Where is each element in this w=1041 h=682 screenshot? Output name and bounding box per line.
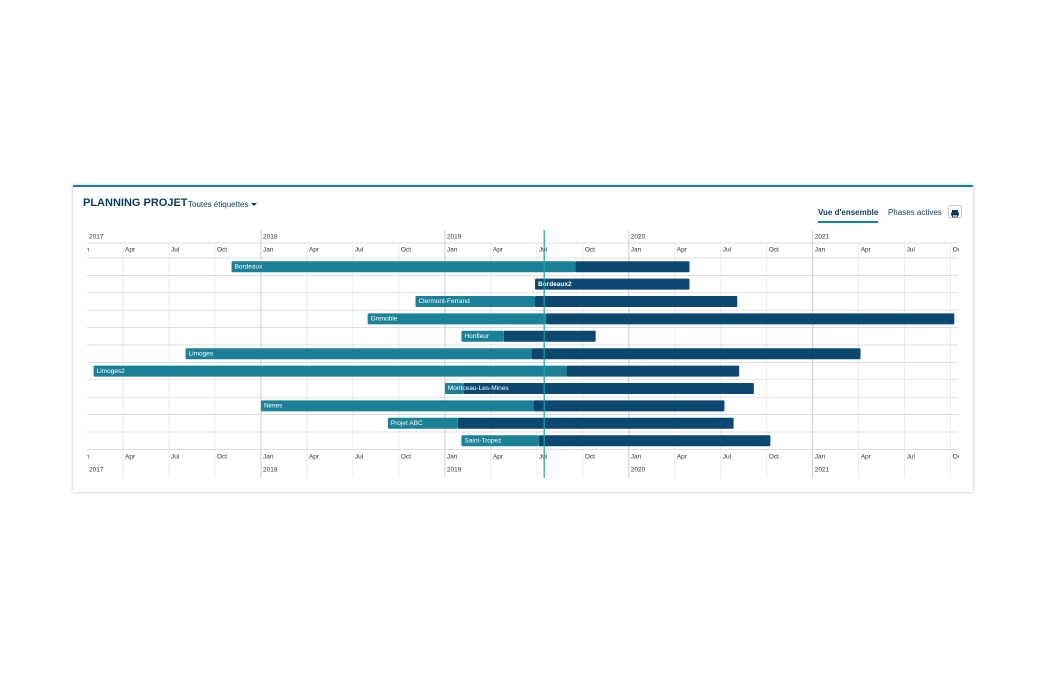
bar-label: Grenoble	[371, 316, 398, 323]
bar-remaining	[463, 383, 754, 394]
title: PLANNING PROJET	[83, 197, 188, 209]
month-label: Apr	[493, 454, 504, 461]
month-label: Jan	[631, 247, 642, 254]
bar-label: Honfleur	[464, 333, 489, 340]
print-button[interactable]	[948, 205, 962, 218]
bar-done	[415, 296, 536, 307]
month-label: Oct	[217, 454, 227, 461]
bar-remaining	[457, 417, 734, 429]
month-label: Jul	[907, 454, 916, 461]
month-label: Apr	[677, 247, 688, 254]
month-label: Oct	[953, 454, 963, 461]
month-label: Jul	[539, 247, 548, 254]
month-label: Oct	[401, 454, 411, 461]
bar-done	[461, 435, 539, 447]
month-label: Oct	[769, 247, 779, 254]
month-label: Apr	[309, 247, 320, 254]
year-label: 2019	[447, 234, 462, 241]
bar-label: Limoges2	[97, 368, 126, 375]
bar-label: Bordeaux2	[538, 281, 572, 288]
bar-done	[93, 365, 567, 377]
year-label: 2017	[89, 467, 104, 474]
month-label: Oct	[769, 454, 779, 461]
bar-remaining	[546, 313, 955, 325]
bar-label: Montceau-Les-Mines	[448, 385, 509, 392]
bar-label: Bordeaux	[235, 263, 264, 270]
month-label: Oct	[217, 247, 227, 254]
month-label: Jan	[815, 247, 826, 254]
month-label: Jan	[263, 454, 274, 461]
tag-filter[interactable]: Toutes étiquettes	[188, 200, 258, 209]
month-label: Jul	[907, 247, 916, 254]
tab[interactable]: Vue d'ensemble	[818, 208, 879, 223]
month-label: Apr	[125, 454, 136, 461]
bar-remaining	[538, 435, 771, 447]
year-label: 2017	[89, 234, 104, 241]
tab[interactable]: Phases actives	[888, 208, 942, 217]
month-label: Jul	[171, 454, 180, 461]
month-label: Apr	[861, 454, 872, 461]
month-label: Apr	[861, 247, 872, 254]
month-label: Oct	[953, 247, 963, 254]
month-label: Jul	[355, 454, 364, 461]
bar-done	[444, 383, 464, 394]
bar-done	[231, 261, 576, 273]
bar-remaining	[566, 365, 740, 377]
year-label: 2021	[815, 234, 830, 241]
month-label: Apr	[125, 247, 136, 254]
year-label: 2020	[631, 234, 646, 241]
month-label: Apr	[677, 454, 688, 461]
year-label: 2018	[263, 234, 278, 241]
bar-done	[260, 400, 534, 412]
month-label: Jul	[723, 454, 732, 461]
month-label: Oct	[585, 454, 595, 461]
month-label: Jan	[447, 247, 458, 254]
bar-remaining	[535, 278, 690, 290]
caret	[251, 203, 258, 207]
month-label: Jan	[79, 454, 90, 461]
month-label: Jan	[631, 454, 642, 461]
bar-remaining	[503, 330, 596, 342]
year-label: 2020	[631, 467, 646, 474]
print-icon	[951, 210, 959, 218]
month-label: Apr	[309, 454, 320, 461]
bar-done	[185, 348, 532, 360]
bar-remaining	[535, 296, 738, 307]
year-label: 2018	[263, 467, 278, 474]
month-label: Jan	[263, 247, 274, 254]
month-label: Apr	[493, 247, 504, 254]
bar-label: Clermont-Ferrand	[418, 298, 470, 305]
month-label: Oct	[401, 247, 411, 254]
year-label: 2019	[447, 467, 462, 474]
month-label: Jul	[171, 247, 180, 254]
bar-label: Limoges	[189, 350, 214, 357]
bar-remaining	[533, 400, 725, 412]
month-label: Jan	[447, 454, 458, 461]
month-label: Jan	[815, 454, 826, 461]
month-label: Jul	[355, 247, 364, 254]
bar-done	[387, 417, 458, 429]
month-label: Jul	[539, 454, 548, 461]
bar-label: Nimes	[264, 403, 283, 410]
month-label: Oct	[585, 247, 595, 254]
filter-label[interactable]: Toutes étiquettes	[188, 200, 249, 209]
month-label: Jul	[723, 247, 732, 254]
bar-done	[461, 330, 504, 342]
bar-label: Projet ABC	[391, 420, 423, 427]
bar-done	[367, 313, 547, 325]
bar-remaining	[531, 348, 861, 360]
bar-remaining	[575, 261, 690, 273]
month-label: Jan	[79, 247, 90, 254]
bar-label: Saint-Tropez	[464, 437, 501, 444]
year-label: 2021	[815, 467, 830, 474]
